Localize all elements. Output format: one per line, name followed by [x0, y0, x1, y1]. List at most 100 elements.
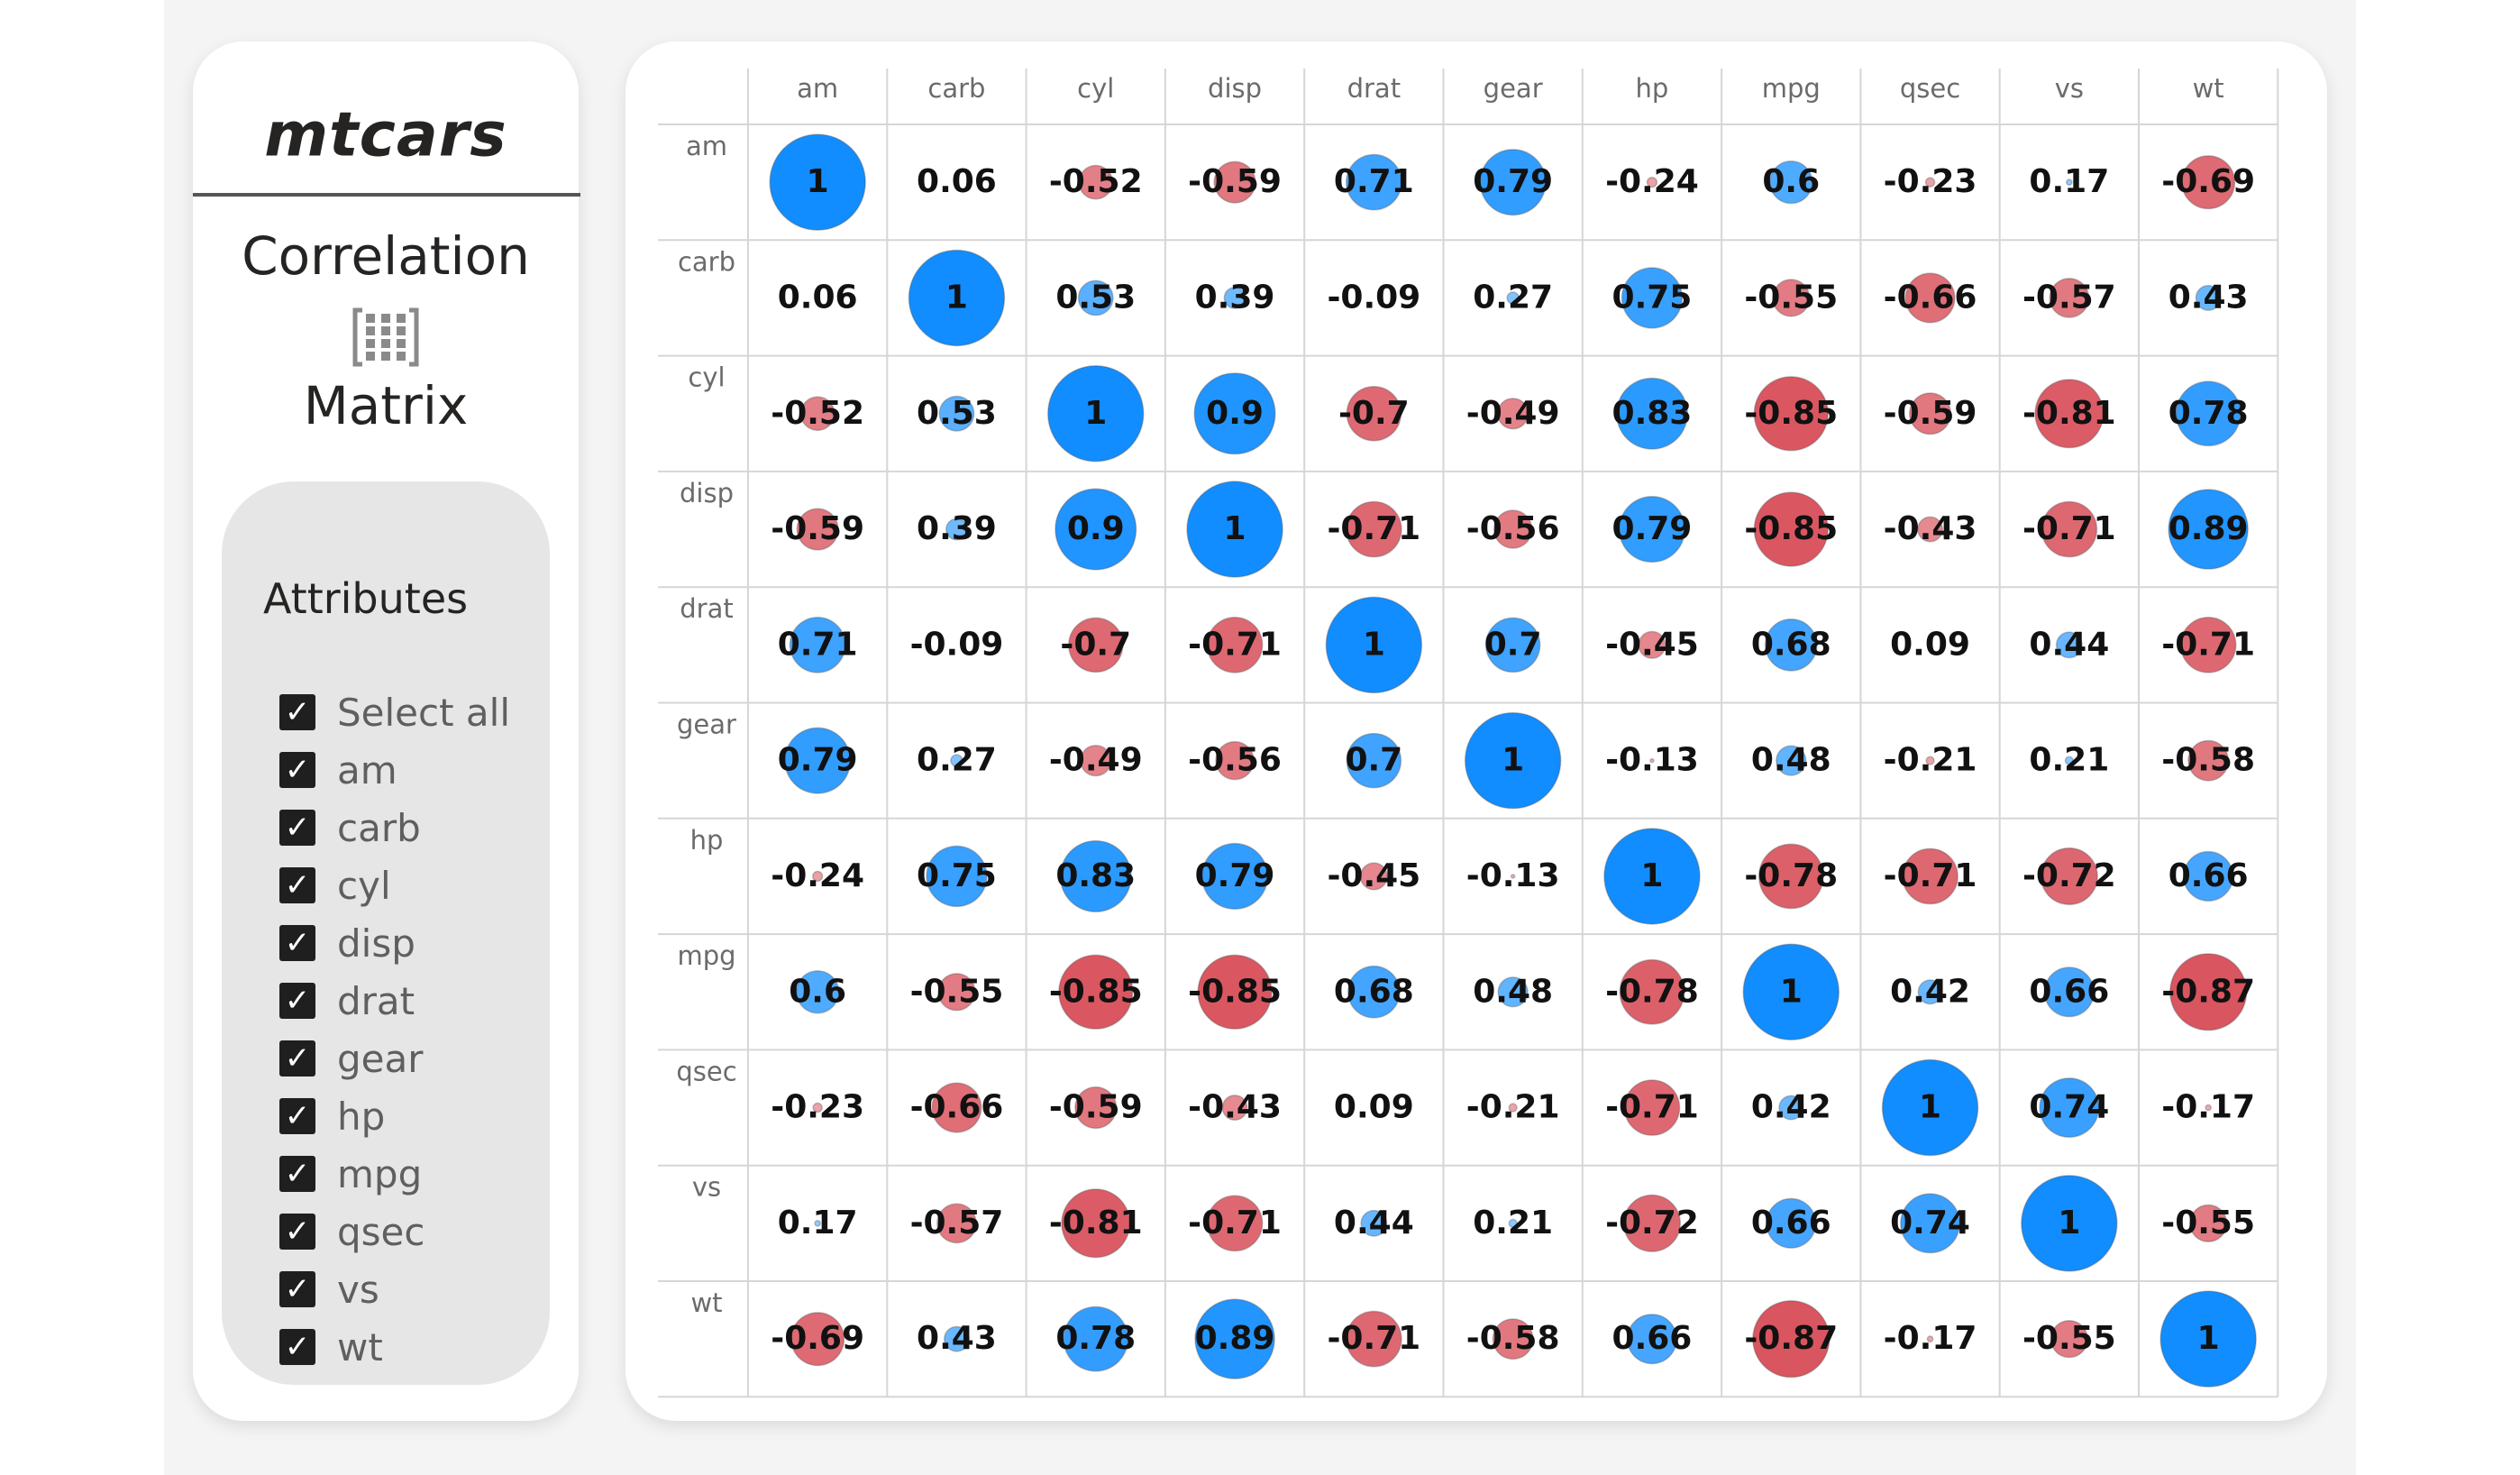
- correlation-bubble-qsec-am[interactable]: [812, 1102, 823, 1113]
- correlation-bubble-drat-am[interactable]: [789, 617, 846, 673]
- correlation-bubble-am-gear[interactable]: [1479, 149, 1547, 216]
- correlation-bubble-disp-vs[interactable]: [2041, 500, 2098, 558]
- correlation-bubble-wt-cyl[interactable]: [1063, 1306, 1129, 1372]
- correlation-bubble-drat-disp[interactable]: [1206, 617, 1264, 673]
- correlation-bubble-hp-gear[interactable]: [1510, 874, 1516, 879]
- correlation-bubble-hp-qsec[interactable]: [1902, 847, 1958, 905]
- correlation-bubble-am-am[interactable]: [769, 133, 866, 231]
- correlation-bubble-disp-qsec[interactable]: [1917, 516, 1944, 543]
- correlation-bubble-hp-carb[interactable]: [926, 845, 988, 908]
- correlation-bubble-vs-hp[interactable]: [1622, 1194, 1681, 1252]
- attribute-checkbox-am[interactable]: ✓ am: [279, 747, 397, 792]
- correlation-bubble-wt-wt[interactable]: [2159, 1290, 2257, 1388]
- correlation-bubble-cyl-hp[interactable]: [1615, 377, 1688, 450]
- correlation-bubble-mpg-carb[interactable]: [937, 973, 976, 1012]
- attribute-checkbox-gear[interactable]: ✓ gear: [279, 1036, 424, 1081]
- correlation-bubble-gear-am[interactable]: [784, 727, 852, 794]
- correlation-bubble-wt-vs[interactable]: [2050, 1320, 2088, 1359]
- correlation-bubble-qsec-qsec[interactable]: [1881, 1058, 1979, 1157]
- correlation-bubble-qsec-vs[interactable]: [2039, 1077, 2100, 1139]
- correlation-bubble-hp-drat[interactable]: [1359, 862, 1388, 891]
- attribute-checkbox-disp[interactable]: ✓ disp: [279, 921, 415, 966]
- correlation-bubble-gear-gear[interactable]: [1464, 711, 1562, 810]
- correlation-bubble-mpg-cyl[interactable]: [1058, 954, 1134, 1030]
- attribute-checkbox-qsec[interactable]: ✓ qsec: [279, 1209, 425, 1254]
- correlation-bubble-am-cyl[interactable]: [1078, 164, 1114, 200]
- correlation-bubble-drat-gear[interactable]: [1484, 617, 1541, 673]
- correlation-bubble-am-wt[interactable]: [2181, 155, 2236, 210]
- attribute-checkbox-cyl[interactable]: ✓ cyl: [279, 863, 391, 908]
- correlation-bubble-carb-mpg[interactable]: [1772, 279, 1811, 317]
- correlation-bubble-gear-cyl[interactable]: [1080, 745, 1112, 777]
- correlation-bubble-am-mpg[interactable]: [1769, 160, 1813, 205]
- correlation-bubble-disp-disp[interactable]: [1186, 481, 1283, 578]
- correlation-bubble-mpg-vs[interactable]: [2043, 967, 2095, 1018]
- correlation-bubble-gear-vs[interactable]: [2064, 756, 2074, 765]
- correlation-bubble-mpg-wt[interactable]: [2169, 953, 2248, 1031]
- correlation-bubble-gear-disp[interactable]: [1215, 740, 1255, 781]
- attribute-checkbox-wt[interactable]: ✓ wt: [279, 1324, 383, 1370]
- correlation-bubble-hp-wt[interactable]: [2183, 850, 2234, 902]
- correlation-bubble-wt-drat[interactable]: [1346, 1310, 1402, 1368]
- correlation-bubble-hp-cyl[interactable]: [1059, 839, 1132, 913]
- attribute-checkbox-hp[interactable]: ✓ hp: [279, 1094, 385, 1139]
- correlation-bubble-disp-am[interactable]: [796, 508, 839, 551]
- correlation-bubble-vs-wt[interactable]: [2189, 1204, 2228, 1242]
- correlation-bubble-vs-gear[interactable]: [1508, 1218, 1518, 1228]
- correlation-bubble-mpg-drat[interactable]: [1347, 965, 1401, 1019]
- correlation-bubble-vs-disp[interactable]: [1206, 1195, 1264, 1252]
- correlation-bubble-carb-gear[interactable]: [1506, 291, 1520, 305]
- correlation-bubble-wt-hp[interactable]: [1626, 1314, 1677, 1365]
- correlation-bubble-vs-mpg[interactable]: [1766, 1197, 1817, 1249]
- correlation-bubble-qsec-mpg[interactable]: [1778, 1095, 1804, 1121]
- correlation-bubble-qsec-cyl[interactable]: [1074, 1086, 1118, 1130]
- correlation-bubble-gear-wt[interactable]: [2187, 739, 2230, 782]
- attribute-checkbox-carb[interactable]: ✓ carb: [279, 805, 421, 850]
- correlation-bubble-wt-gear[interactable]: [1492, 1318, 1534, 1360]
- correlation-bubble-qsec-disp[interactable]: [1221, 1095, 1248, 1122]
- correlation-bubble-vs-vs[interactable]: [2021, 1175, 2118, 1272]
- correlation-bubble-hp-hp[interactable]: [1603, 828, 1701, 925]
- correlation-bubble-carb-wt[interactable]: [2195, 285, 2222, 311]
- correlation-bubble-disp-carb[interactable]: [945, 518, 968, 541]
- correlation-bubble-wt-am[interactable]: [790, 1312, 845, 1367]
- correlation-bubble-mpg-qsec[interactable]: [1917, 979, 1943, 1005]
- correlation-bubble-mpg-gear[interactable]: [1497, 976, 1529, 1008]
- correlation-bubble-carb-hp[interactable]: [1621, 267, 1684, 329]
- correlation-bubble-gear-hp[interactable]: [1649, 757, 1655, 764]
- correlation-bubble-mpg-hp[interactable]: [1619, 958, 1685, 1025]
- correlation-bubble-hp-vs[interactable]: [2040, 847, 2098, 906]
- correlation-bubble-wt-carb[interactable]: [944, 1325, 970, 1352]
- correlation-bubble-drat-wt[interactable]: [2179, 617, 2237, 673]
- correlation-bubble-carb-carb[interactable]: [908, 249, 1006, 347]
- correlation-bubble-drat-cyl[interactable]: [1068, 617, 1124, 673]
- correlation-bubble-wt-mpg[interactable]: [1752, 1300, 1831, 1379]
- attribute-checkbox-drat[interactable]: ✓ drat: [279, 978, 415, 1023]
- correlation-bubble-cyl-disp[interactable]: [1193, 372, 1276, 455]
- correlation-bubble-qsec-carb[interactable]: [931, 1082, 982, 1133]
- correlation-bubble-disp-gear[interactable]: [1493, 509, 1533, 549]
- correlation-bubble-disp-mpg[interactable]: [1753, 491, 1829, 567]
- correlation-bubble-wt-disp[interactable]: [1194, 1298, 1275, 1379]
- correlation-bubble-vs-drat[interactable]: [1360, 1209, 1388, 1237]
- correlation-bubble-am-disp[interactable]: [1213, 160, 1256, 204]
- correlation-bubble-am-qsec[interactable]: [1924, 177, 1936, 188]
- correlation-bubble-disp-cyl[interactable]: [1055, 488, 1137, 571]
- correlation-bubble-am-vs[interactable]: [2066, 179, 2073, 186]
- correlation-bubble-carb-qsec[interactable]: [1904, 272, 1956, 324]
- correlation-bubble-mpg-mpg[interactable]: [1742, 943, 1840, 1040]
- correlation-bubble-cyl-cyl[interactable]: [1047, 365, 1145, 463]
- correlation-bubble-vs-qsec[interactable]: [1900, 1193, 1961, 1254]
- correlation-bubble-qsec-gear[interactable]: [1508, 1103, 1518, 1113]
- correlation-bubble-cyl-qsec[interactable]: [1909, 392, 1952, 435]
- correlation-bubble-cyl-carb[interactable]: [938, 395, 975, 432]
- correlation-bubble-carb-disp[interactable]: [1223, 287, 1246, 309]
- correlation-bubble-drat-hp[interactable]: [1638, 630, 1666, 659]
- attribute-checkbox-mpg[interactable]: ✓ mpg: [279, 1151, 422, 1196]
- correlation-bubble-hp-disp[interactable]: [1201, 842, 1269, 911]
- correlation-bubble-drat-vs[interactable]: [2055, 631, 2083, 659]
- correlation-bubble-vs-cyl[interactable]: [1061, 1188, 1131, 1259]
- correlation-bubble-carb-cyl[interactable]: [1077, 279, 1114, 316]
- correlation-bubble-mpg-disp[interactable]: [1197, 954, 1273, 1030]
- correlation-bubble-vs-carb[interactable]: [936, 1203, 977, 1244]
